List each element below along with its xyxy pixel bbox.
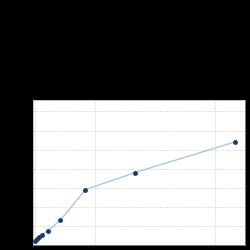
Point — [58, 218, 62, 222]
Point — [36, 235, 40, 239]
Point — [46, 228, 50, 232]
Point — [133, 170, 137, 174]
Point — [34, 239, 38, 243]
Point — [40, 233, 44, 237]
Point — [233, 140, 237, 144]
Point — [35, 237, 39, 241]
Point — [84, 188, 87, 192]
Y-axis label: OD: OD — [8, 168, 13, 177]
